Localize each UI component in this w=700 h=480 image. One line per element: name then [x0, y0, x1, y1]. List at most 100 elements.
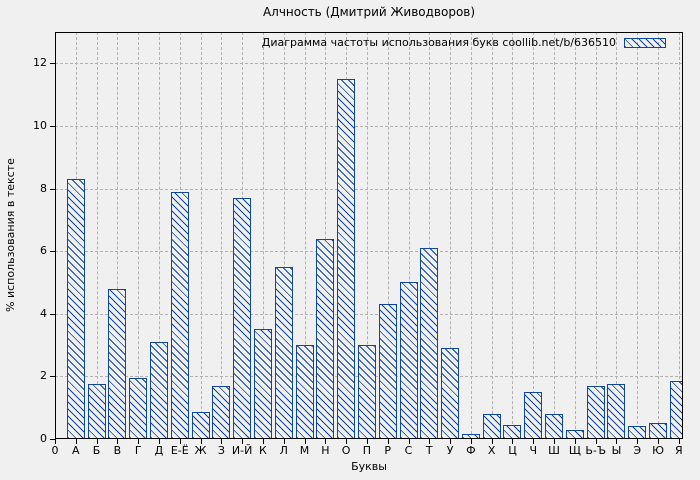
x-tick — [366, 439, 368, 444]
x-tick — [678, 439, 680, 444]
v-gridline — [158, 32, 160, 439]
bar-К — [253, 329, 272, 439]
v-gridline — [554, 32, 556, 439]
bar-Е-Ё — [170, 191, 189, 439]
y-tick — [50, 439, 55, 440]
v-gridline — [325, 32, 327, 439]
x-tick-label: Ы — [611, 444, 622, 457]
x-tick — [262, 439, 264, 444]
h-gridline — [55, 63, 683, 65]
x-tick-label: Г — [134, 444, 142, 457]
x-tick — [512, 439, 514, 444]
bar-Ь-Ъ — [586, 385, 605, 439]
y-tick — [50, 63, 55, 65]
legend-label: Диаграмма частоты использования букв coo… — [261, 36, 616, 49]
bar-З — [212, 385, 231, 439]
v-gridline — [512, 32, 514, 439]
v-gridline — [470, 32, 472, 439]
x-tick — [221, 439, 223, 444]
x-tick — [533, 439, 535, 444]
bar-Ы — [607, 384, 626, 439]
x-tick-label: Ш — [548, 444, 560, 457]
bar-Т — [420, 248, 439, 439]
v-gridline — [366, 32, 368, 439]
x-tick-label: Т — [425, 444, 433, 457]
x-tick-label: М — [299, 444, 310, 457]
h-gridline — [55, 313, 683, 315]
x-tick — [429, 439, 431, 444]
v-gridline — [138, 32, 140, 439]
bar-Э — [628, 426, 647, 439]
x-tick — [304, 439, 306, 444]
v-gridline — [491, 32, 493, 439]
bar-Ш — [545, 413, 564, 439]
x-tick — [470, 439, 472, 444]
bar-Ц — [503, 424, 522, 439]
y-tick-label: 6 — [40, 244, 47, 258]
x-tick-label: Ф — [466, 444, 476, 457]
y-tick-label: 10 — [33, 118, 47, 132]
v-gridline — [450, 32, 452, 439]
plot-area: Диаграмма частоты использования букв coo… — [55, 32, 683, 439]
x-tick — [491, 439, 493, 444]
bar-Р — [378, 304, 397, 439]
v-gridline — [533, 32, 535, 439]
x-tick — [117, 439, 119, 444]
x-tick-label: Л — [279, 444, 288, 457]
bar-Щ — [565, 429, 584, 439]
v-gridline — [637, 32, 639, 439]
h-gridline — [55, 251, 683, 253]
bar-Г — [129, 377, 148, 439]
v-gridline — [408, 32, 410, 439]
v-gridline — [262, 32, 264, 439]
x-tick — [138, 439, 140, 444]
x-tick-label: Х — [487, 444, 496, 457]
v-gridline — [574, 32, 576, 439]
x-tick-label: Я — [675, 444, 683, 457]
legend: Диаграмма частоты использования букв coo… — [262, 36, 666, 49]
v-gridline — [658, 32, 660, 439]
bar-Д — [149, 341, 168, 439]
x-tick-label: Ч — [529, 444, 538, 457]
y-tick — [50, 125, 55, 127]
y-axis-label: % использования в тексте — [4, 158, 17, 313]
bar-Ж — [191, 412, 210, 439]
x-tick-label: Щ — [568, 444, 581, 457]
y-tick-label: 2 — [40, 369, 47, 383]
x-tick — [554, 439, 556, 444]
x-axis-label: Буквы — [351, 460, 387, 473]
x-tick-label: О — [341, 444, 351, 457]
y-tick-label: 8 — [40, 181, 47, 195]
v-gridline — [96, 32, 98, 439]
v-gridline — [595, 32, 597, 439]
x-tick — [637, 439, 639, 444]
x-tick-label: Б — [92, 444, 101, 457]
x-tick — [595, 439, 597, 444]
x-tick-label: Е-Ё — [170, 444, 189, 457]
v-gridline — [117, 32, 119, 439]
x-tick — [408, 439, 410, 444]
x-tick-label: А — [72, 444, 80, 457]
y-tick-label: 0 — [40, 432, 47, 445]
x-tick-label: 0 — [51, 444, 59, 457]
bar-Х — [482, 413, 501, 439]
x-tick-label: И-Й — [231, 444, 253, 457]
x-tick-label: Ь-Ъ — [585, 444, 606, 457]
x-tick-label: Д — [154, 444, 164, 457]
bar-П — [357, 345, 376, 439]
legend-swatch — [624, 37, 666, 48]
x-tick — [158, 439, 160, 444]
x-tick — [96, 439, 98, 444]
x-tick — [179, 439, 181, 444]
x-tick-label: П — [362, 444, 372, 457]
x-tick-label: Ж — [194, 444, 207, 457]
x-tick-label: Р — [384, 444, 392, 457]
y-tick — [50, 251, 55, 253]
x-tick — [616, 439, 618, 444]
v-gridline — [429, 32, 431, 439]
x-tick — [200, 439, 202, 444]
bar-О — [337, 78, 356, 439]
x-tick-label: Н — [321, 444, 330, 457]
x-tick — [450, 439, 452, 444]
